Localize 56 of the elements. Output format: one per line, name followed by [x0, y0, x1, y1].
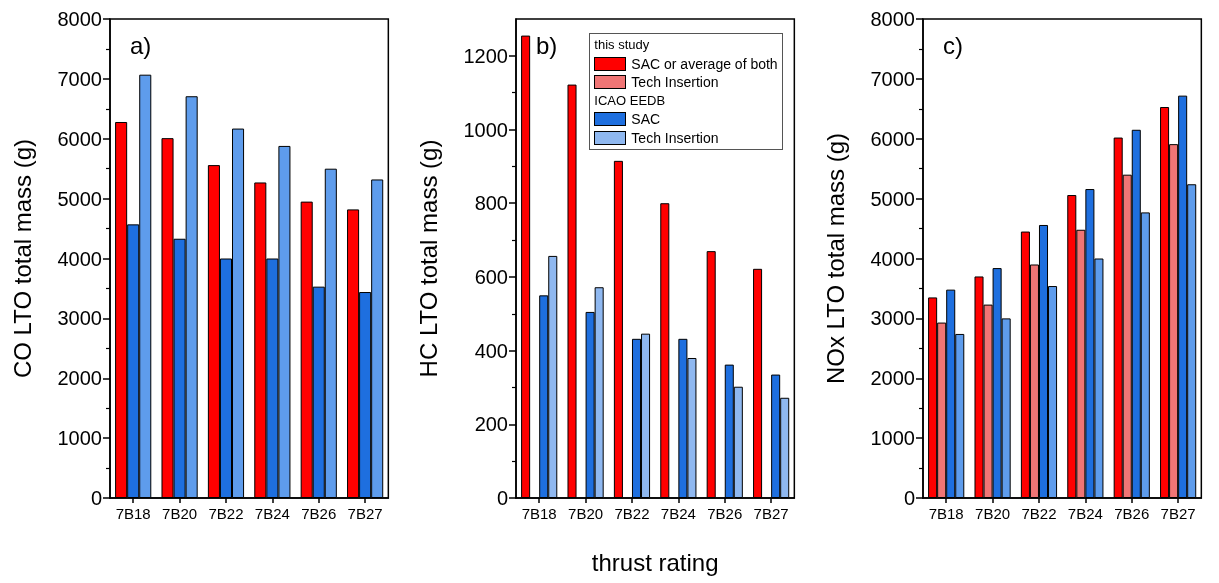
y-axis-title: NOx LTO total mass (g)	[821, 132, 849, 385]
x-tick-label: 7B27	[347, 505, 383, 522]
y-tick-label: 3000	[57, 307, 102, 330]
legend-label: Tech Insertion	[631, 73, 719, 92]
y-tick-label: 8000	[57, 8, 102, 30]
annotation: b)	[536, 31, 558, 59]
y-tick-label: 1000	[870, 427, 915, 450]
y-tick-label: 5000	[57, 187, 102, 210]
y-axis-title: HC LTO total mass (g)	[414, 139, 442, 378]
x-tick-label: 7B18	[928, 505, 964, 522]
y-tick-label: 8000	[870, 8, 915, 30]
y-tick-label: 2000	[57, 367, 102, 390]
x-tick-label: 7B26	[707, 505, 743, 522]
y-tick-label: 1000	[463, 118, 509, 141]
x-tick-label: 7B24	[254, 505, 290, 522]
x-tick-label: 7B18	[115, 505, 151, 522]
y-tick-label: 7000	[870, 67, 915, 90]
legend-label: Tech Insertion	[631, 128, 719, 147]
x-tick-label: 7B22	[614, 505, 650, 522]
y-tick-label: 4000	[57, 247, 102, 270]
y-tick-label: 200	[474, 413, 509, 436]
x-tick-label: 7B18	[522, 505, 558, 522]
legend-title: this study	[594, 36, 651, 54]
x-tick-label: 7B20	[162, 505, 198, 522]
annotation: a)	[130, 31, 152, 59]
y-tick-label: 1000	[57, 427, 102, 450]
legend-label: SAC	[631, 110, 661, 129]
y-tick-label: 400	[474, 339, 509, 362]
y-tick-label: 4000	[870, 247, 915, 270]
y-tick-label: 7000	[57, 67, 102, 90]
y-tick-label: 0	[497, 487, 509, 509]
legend-label: SAC or average of both	[631, 54, 778, 73]
x-tick-label: 7B20	[568, 505, 604, 522]
x-tick-label: 7B24	[661, 505, 697, 522]
x-tick-label: 7B27	[1160, 505, 1196, 522]
x-axis-title: thrust rating	[592, 548, 719, 576]
y-axis-title: CO LTO total mass (g)	[8, 138, 36, 379]
y-tick-label: 800	[474, 192, 509, 215]
x-tick-label: 7B26	[1113, 505, 1149, 522]
y-tick-label: 3000	[870, 307, 915, 330]
y-tick-label: 2000	[870, 367, 915, 390]
y-tick-label: 1200	[463, 44, 509, 67]
y-tick-label: 5000	[870, 187, 915, 210]
x-tick-label: 7B22	[1021, 505, 1057, 522]
annotation: ICAO EEDB	[594, 91, 667, 110]
y-tick-label: 0	[90, 487, 102, 509]
y-tick-label: 0	[903, 487, 915, 509]
annotation: c)	[942, 31, 963, 59]
x-tick-label: 7B24	[1067, 505, 1103, 522]
y-tick-label: 6000	[57, 127, 102, 150]
y-tick-label: 6000	[870, 127, 915, 150]
x-tick-label: 7B20	[974, 505, 1010, 522]
x-tick-label: 7B26	[301, 505, 337, 522]
x-tick-label: 7B27	[753, 505, 789, 522]
y-tick-label: 600	[474, 265, 509, 288]
x-tick-label: 7B22	[208, 505, 244, 522]
